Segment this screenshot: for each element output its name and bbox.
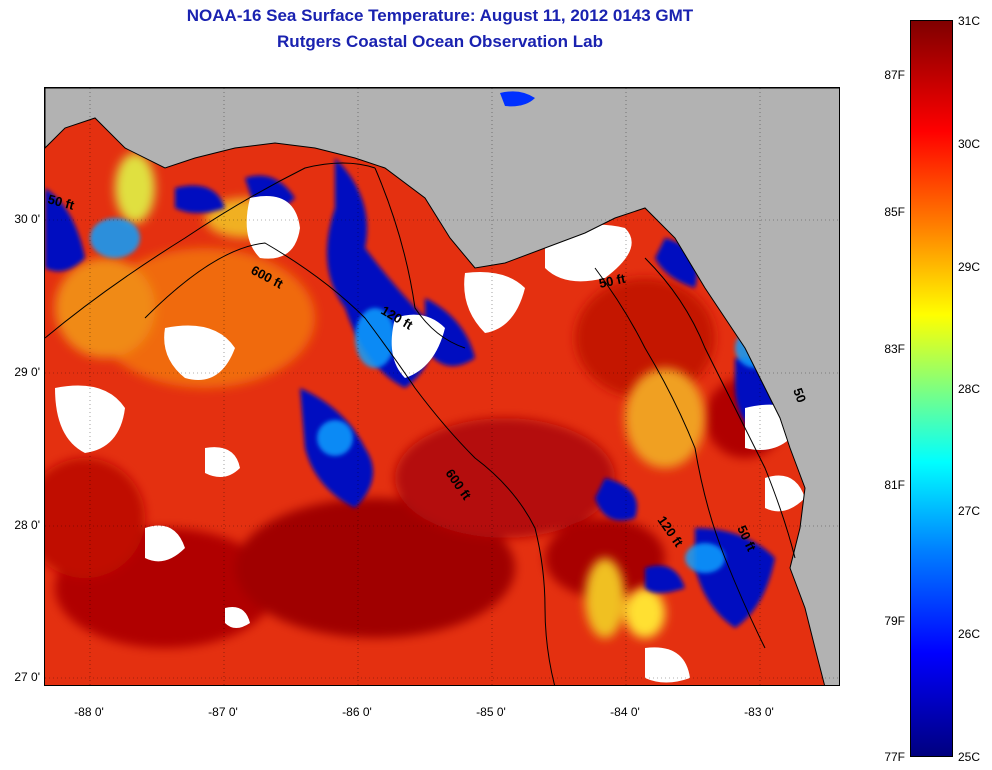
lat-label-30: 30 0' [14, 212, 40, 226]
lon-label-88: -88 0' [74, 705, 104, 719]
sst-map: 50 ft 600 ft 120 ft 50 ft 600 ft 120 ft … [44, 87, 840, 686]
inland-water-patch [500, 91, 535, 107]
colorbar-label-26c: 26C [958, 627, 981, 641]
contour-label-50ft-bigbend: 50 ft [598, 271, 628, 291]
colorbar-label-83f: 83F [884, 342, 905, 356]
sst-map-image: 50 ft 600 ft 120 ft 50 ft 600 ft 120 ft … [45, 88, 839, 685]
grid-lines [45, 88, 839, 685]
colorbar-label-29c: 29C [958, 260, 981, 274]
colorbar-label-30c: 30C [958, 137, 981, 151]
colorbar-label-25c: 25C [958, 750, 981, 764]
colorbar-label-77f: 77F [884, 750, 905, 764]
temperature-colorbar [910, 20, 953, 757]
colorbar-label-79f: 79F [884, 614, 905, 628]
map-title: NOAA-16 Sea Surface Temperature: August … [186, 6, 694, 25]
lon-label-83: -83 0' [744, 705, 774, 719]
contour-label-50ft-west: 50 ft [46, 191, 76, 213]
colorbar-label-31c: 31C [958, 14, 981, 28]
lon-label-87: -87 0' [208, 705, 238, 719]
lon-label-85: -85 0' [476, 705, 506, 719]
land-mass [45, 88, 839, 685]
colorbar-label-85f: 85F [884, 205, 905, 219]
colorbar-label-87f: 87F [884, 68, 905, 82]
colorbar-label-81f: 81F [884, 478, 905, 492]
lat-label-28: 28 0' [14, 518, 40, 532]
lon-label-86: -86 0' [342, 705, 372, 719]
lat-label-29: 29 0' [14, 365, 40, 379]
depth-contours [45, 162, 796, 685]
lon-label-84: -84 0' [610, 705, 640, 719]
contour-label-50-east: 50 [790, 386, 809, 405]
colorbar-label-28c: 28C [958, 382, 981, 396]
map-subtitle: Rutgers Coastal Ocean Observation Lab [277, 32, 603, 51]
colorbar-label-27c: 27C [958, 504, 981, 518]
lat-label-27: 27 0' [14, 670, 40, 684]
